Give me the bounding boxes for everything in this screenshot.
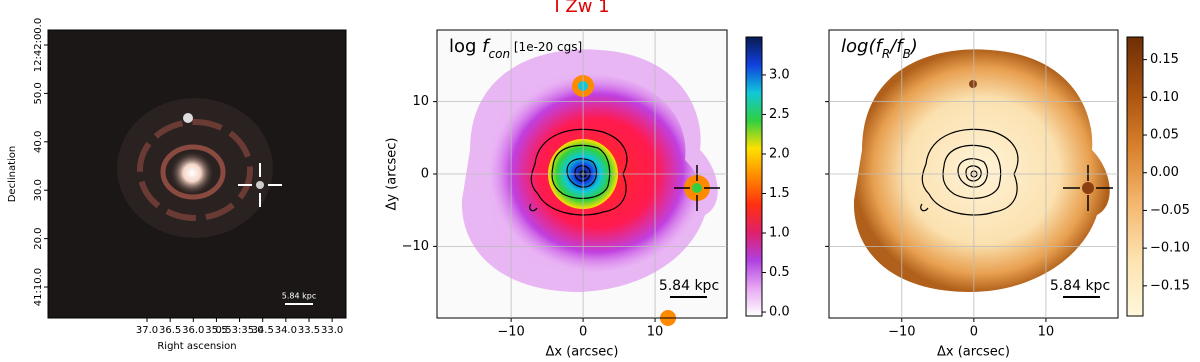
- colorbar: [1126, 36, 1144, 317]
- y-tick-label: 41:10.0: [33, 268, 44, 306]
- crosshair: [238, 163, 282, 207]
- y-tick-label: 0: [421, 167, 429, 182]
- x-tick-label: 37.0: [136, 325, 158, 336]
- colorbar-tick-label: 1.0: [769, 226, 790, 241]
- panel-label: log(fR/fB): [841, 36, 918, 61]
- x-tick-label: 36.5: [159, 325, 181, 336]
- x-tick-label: 33.0: [321, 325, 343, 336]
- x-tick-label: −10: [888, 325, 915, 340]
- spiral-arm: [160, 144, 226, 200]
- scalebar-label: 5.84 kpc: [282, 292, 316, 301]
- companion: [692, 183, 702, 193]
- label-part: f: [482, 36, 491, 57]
- y-tick-label: 40.0: [33, 131, 44, 153]
- source: [969, 80, 977, 88]
- y-axis-label: Δy (arcsec): [385, 138, 400, 211]
- colorbar-tick-label: −0.15: [1150, 278, 1190, 293]
- y-tick-label: 30.0: [33, 179, 44, 201]
- colorbar-tick-label: 2.5: [769, 107, 790, 122]
- label-part: con: [489, 47, 511, 61]
- colorbar: [745, 36, 763, 317]
- companion: [1082, 182, 1094, 194]
- x-axis-label: Right ascension: [157, 341, 236, 352]
- y-tick-label: 20.0: [33, 227, 44, 249]
- colorbar-tick-label: 0.05: [1150, 128, 1179, 143]
- x-tick-label: 34.5: [252, 325, 274, 336]
- x-axis-label: Δx (arcsec): [546, 345, 619, 360]
- frame: [47, 29, 347, 319]
- chart-title: I Zw 1: [554, 0, 609, 17]
- colorbar-tick-label: −0.10: [1150, 241, 1190, 256]
- colorbar-tick-label: 1.5: [769, 186, 790, 201]
- y-tick-label: 12:42:00.0: [33, 18, 44, 72]
- colorbar-tick-label: 0.15: [1150, 52, 1179, 67]
- crosshair: [674, 165, 720, 211]
- label-part: R: [882, 47, 890, 61]
- x-tick-label: 10: [1038, 325, 1055, 340]
- scalebar-label: 5.84 kpc: [659, 278, 719, 294]
- label-part: ): [909, 36, 918, 57]
- crosshair: [1063, 165, 1113, 211]
- colorbar-tick-label: 3.0: [769, 67, 790, 82]
- y-tick-label: 50.0: [33, 82, 44, 104]
- x-tick-label: 35.5: [205, 325, 227, 336]
- star: [183, 113, 193, 123]
- x-tick-label: 0: [970, 325, 978, 340]
- scalebar-label: 5.84 kpc: [1050, 278, 1110, 294]
- colorbar-tick-label: −0.05: [1150, 203, 1190, 218]
- x-tick-label: 0: [579, 325, 587, 340]
- panel-label: log fcon [1e-20 cgs]: [449, 36, 582, 61]
- colorbar-tick-label: 2.0: [769, 146, 790, 161]
- label-part: log(f: [841, 36, 884, 57]
- colorbar-tick-label: 0.10: [1150, 90, 1179, 105]
- x-axis-label: Δx (arcsec): [937, 345, 1010, 360]
- y-axis-label: Declination: [7, 146, 18, 203]
- x-tick-label: 0:53:35.0: [216, 325, 264, 336]
- colorbar-tick-label: 0.5: [769, 265, 790, 280]
- x-tick-label: 10: [647, 325, 664, 340]
- colorbar-tick-label: 0.00: [1150, 165, 1179, 180]
- label-part: /f: [888, 36, 905, 57]
- galaxy-core: [170, 151, 214, 195]
- x-tick-label: 34.0: [275, 325, 297, 336]
- label-part: B: [903, 47, 911, 61]
- companion: [256, 181, 264, 189]
- colorbar-tick-label: 0.0: [769, 305, 790, 320]
- label-part: [1e-20 cgs]: [510, 40, 582, 54]
- label-part: log: [449, 36, 482, 57]
- y-tick-label: −10: [402, 239, 429, 254]
- x-tick-label: 36.0: [182, 325, 204, 336]
- y-tick-label: 10: [412, 94, 429, 109]
- x-tick-label: 33.5: [298, 325, 320, 336]
- x-tick-label: −10: [497, 325, 524, 340]
- spiral-arm: [137, 119, 253, 221]
